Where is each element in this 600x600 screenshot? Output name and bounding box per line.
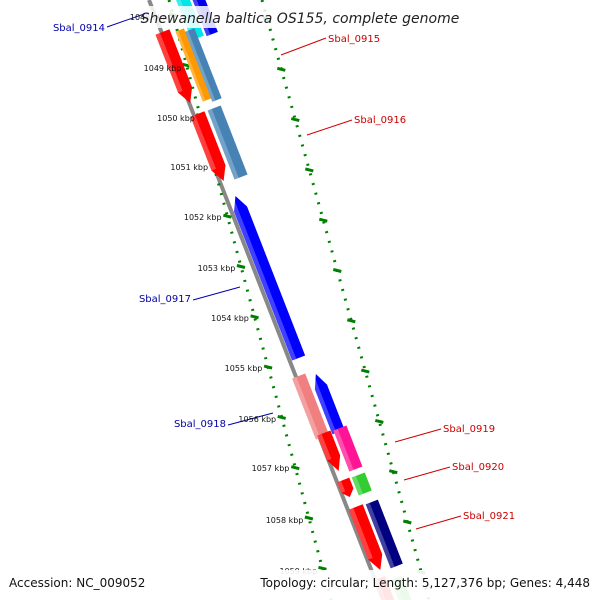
tick-mark [290,465,300,471]
kbp-label: 1053 kbp [198,264,236,273]
tick-mark [318,565,327,571]
tick-mark [332,268,342,273]
label-leader-line [306,119,353,136]
gene-label-sbal-0916[interactable]: Sbal_0916 [354,115,406,126]
tick-mark [263,364,273,370]
tick-mark [402,519,412,525]
tick-mark [290,117,300,123]
gene-label-sbal-0919[interactable]: Sbal_0919 [443,424,495,435]
gene-sbal-0919-feature[interactable] [333,425,363,472]
gene-label-sbal-0920[interactable]: Sbal_0920 [452,462,504,473]
tick-mark [250,314,259,320]
label-leader-line [394,428,442,443]
footer-backing [0,570,600,600]
gene-label-sbal-0921[interactable]: Sbal_0921 [463,511,515,522]
kbp-label: 1052 kbp [184,213,222,222]
gene-label-sbal-0914[interactable]: Sbal_0914 [53,23,105,34]
gene-sbal-0915-feature[interactable] [175,28,212,102]
tick-mark [304,515,314,521]
kbp-label: 1057 kbp [252,464,290,473]
kbp-label: 1058 kbp [266,516,304,525]
gene-label-sbal-0917[interactable]: Sbal_0917 [139,294,191,305]
gene-sbal-0915-feature[interactable] [185,28,222,102]
gene-sbal-0920-feature[interactable] [351,472,372,496]
kbp-label: 1050 kbp [157,114,195,123]
kbp-label: 1054 kbp [211,314,249,323]
label-leader-line [192,286,241,301]
tick-mark [276,66,286,72]
gene-sbal-0921-feature[interactable] [348,504,383,570]
kbp-label: 1055 kbp [225,364,263,373]
gene-sbal-0916-feature[interactable] [190,111,226,181]
tick-mark [360,368,370,374]
label-leader-line [106,12,148,28]
label-leader-line [280,37,327,56]
kbp-label: 1051 kbp [170,163,208,172]
accession-label: Accession: NC_009052 [9,576,145,590]
label-leader-line [403,466,451,481]
gene-sbal-0918-feature[interactable] [292,373,329,440]
gene-sbal-0921-feature[interactable] [365,499,403,569]
label-leaders [106,12,462,530]
tick-mark [304,167,314,173]
gene-sbal-0918-feature[interactable] [309,374,345,435]
gene-sbal-0920-feature[interactable] [337,477,354,497]
gene-sbal-0917-feature[interactable] [228,196,306,361]
topology-label: Topology: circular; Length: 5,127,376 bp… [259,576,590,590]
label-leader-line [227,412,274,426]
gene-labels: Sbal_0914 Sbal_0915 Sbal_0916 Sbal_0917 Sbal… [53,23,515,522]
label-leader-line [415,515,462,530]
tick-mark [388,469,398,475]
tick-mark [223,213,232,219]
left-track-guide [167,0,333,600]
map-title: Shewanella baltica OS155, complete genom… [141,11,460,27]
gene-sbal-0915-feature[interactable] [155,29,193,103]
gene-sbal-0919-feature[interactable] [317,430,341,471]
tick-mark [374,418,384,424]
gene-label-sbal-0915[interactable]: Sbal_0915 [328,34,380,45]
gene-label-sbal-0918[interactable]: Sbal_0918 [174,419,226,430]
tick-mark [346,318,356,324]
right-track-guide [260,0,431,600]
tick-mark [318,217,328,223]
tick-mark [236,264,246,269]
tick-mark [277,414,287,420]
kbp-label: 1056 kbp [238,415,276,424]
kbp-label: 1049 kbp [144,64,182,73]
gene-sbal-0916-feature[interactable] [207,105,248,180]
title-backing [145,6,455,28]
